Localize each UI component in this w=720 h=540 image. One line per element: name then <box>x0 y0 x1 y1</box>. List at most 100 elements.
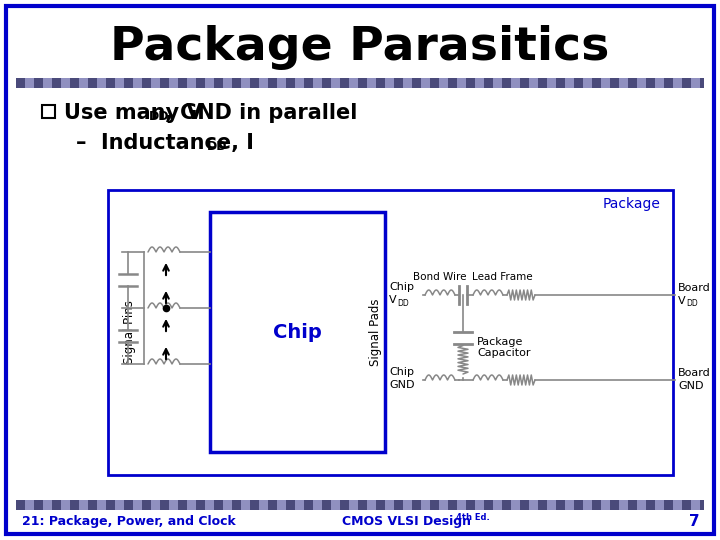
Bar <box>475 78 484 88</box>
Bar <box>268 500 277 510</box>
Bar <box>664 78 673 88</box>
Bar <box>367 78 376 88</box>
Bar <box>448 78 457 88</box>
Text: Use many V: Use many V <box>64 103 202 123</box>
Bar <box>205 500 214 510</box>
Bar <box>313 78 322 88</box>
Bar <box>412 500 421 510</box>
Bar <box>42 105 55 118</box>
Bar <box>88 78 97 88</box>
Bar <box>673 78 682 88</box>
Bar <box>250 500 259 510</box>
Bar <box>214 500 223 510</box>
Bar <box>16 78 25 88</box>
Bar <box>25 78 34 88</box>
Bar <box>619 500 628 510</box>
Bar <box>331 78 340 88</box>
Bar <box>484 500 493 510</box>
Bar <box>349 78 358 88</box>
Bar <box>376 78 385 88</box>
Bar <box>25 500 34 510</box>
Text: GND: GND <box>389 380 415 390</box>
Text: V: V <box>389 295 397 305</box>
Bar <box>457 78 466 88</box>
Bar <box>385 78 394 88</box>
Text: Board: Board <box>678 283 711 293</box>
Bar <box>79 78 88 88</box>
Bar <box>106 500 115 510</box>
Bar <box>61 500 70 510</box>
Bar <box>178 500 187 510</box>
Bar <box>295 78 304 88</box>
Bar <box>358 500 367 510</box>
Bar <box>556 78 565 88</box>
Bar <box>61 78 70 88</box>
Bar <box>115 500 124 510</box>
Bar <box>88 500 97 510</box>
Bar <box>277 500 286 510</box>
Bar <box>529 500 538 510</box>
Bar <box>592 500 601 510</box>
Bar <box>286 78 295 88</box>
Bar <box>376 500 385 510</box>
Text: DD: DD <box>149 111 169 124</box>
Text: Package: Package <box>603 197 661 211</box>
Text: 7: 7 <box>689 515 700 530</box>
Bar <box>178 78 187 88</box>
Bar <box>160 78 169 88</box>
Bar <box>34 500 43 510</box>
Bar <box>394 500 403 510</box>
Bar <box>349 500 358 510</box>
Text: Signal Pins: Signal Pins <box>124 301 137 364</box>
Bar <box>394 78 403 88</box>
Bar <box>664 500 673 510</box>
Bar <box>691 500 700 510</box>
Bar <box>52 78 61 88</box>
Bar <box>592 78 601 88</box>
Text: DD: DD <box>686 300 698 308</box>
Bar <box>142 78 151 88</box>
Bar <box>133 78 142 88</box>
Bar <box>457 500 466 510</box>
Bar <box>430 78 439 88</box>
Bar <box>511 500 520 510</box>
Bar <box>619 78 628 88</box>
Bar <box>385 500 394 510</box>
Text: Chip: Chip <box>389 282 414 292</box>
Bar <box>601 78 610 88</box>
Bar <box>682 500 691 510</box>
Bar <box>628 78 637 88</box>
Text: Package
Capacitor: Package Capacitor <box>477 337 531 359</box>
Text: 4th Ed.: 4th Ed. <box>456 514 490 523</box>
Text: 21: Package, Power, and Clock: 21: Package, Power, and Clock <box>22 516 235 529</box>
Text: Bond Wire: Bond Wire <box>413 272 467 282</box>
Bar <box>108 190 673 475</box>
Bar <box>466 500 475 510</box>
Bar <box>547 500 556 510</box>
Bar <box>250 78 259 88</box>
Bar <box>547 78 556 88</box>
Bar <box>502 500 511 510</box>
Bar <box>421 500 430 510</box>
Bar <box>70 78 79 88</box>
Bar <box>574 500 583 510</box>
Bar <box>574 78 583 88</box>
Bar <box>610 78 619 88</box>
Bar <box>520 500 529 510</box>
Bar <box>340 78 349 88</box>
Bar <box>646 78 655 88</box>
Bar <box>232 78 241 88</box>
Text: GND: GND <box>678 381 703 391</box>
Bar <box>223 78 232 88</box>
Bar <box>673 500 682 510</box>
Bar <box>655 500 664 510</box>
Bar <box>43 500 52 510</box>
Bar <box>466 78 475 88</box>
Bar <box>583 78 592 88</box>
Bar <box>223 500 232 510</box>
Bar <box>313 500 322 510</box>
Bar <box>439 500 448 510</box>
Bar <box>448 500 457 510</box>
Bar <box>628 500 637 510</box>
Bar <box>241 500 250 510</box>
